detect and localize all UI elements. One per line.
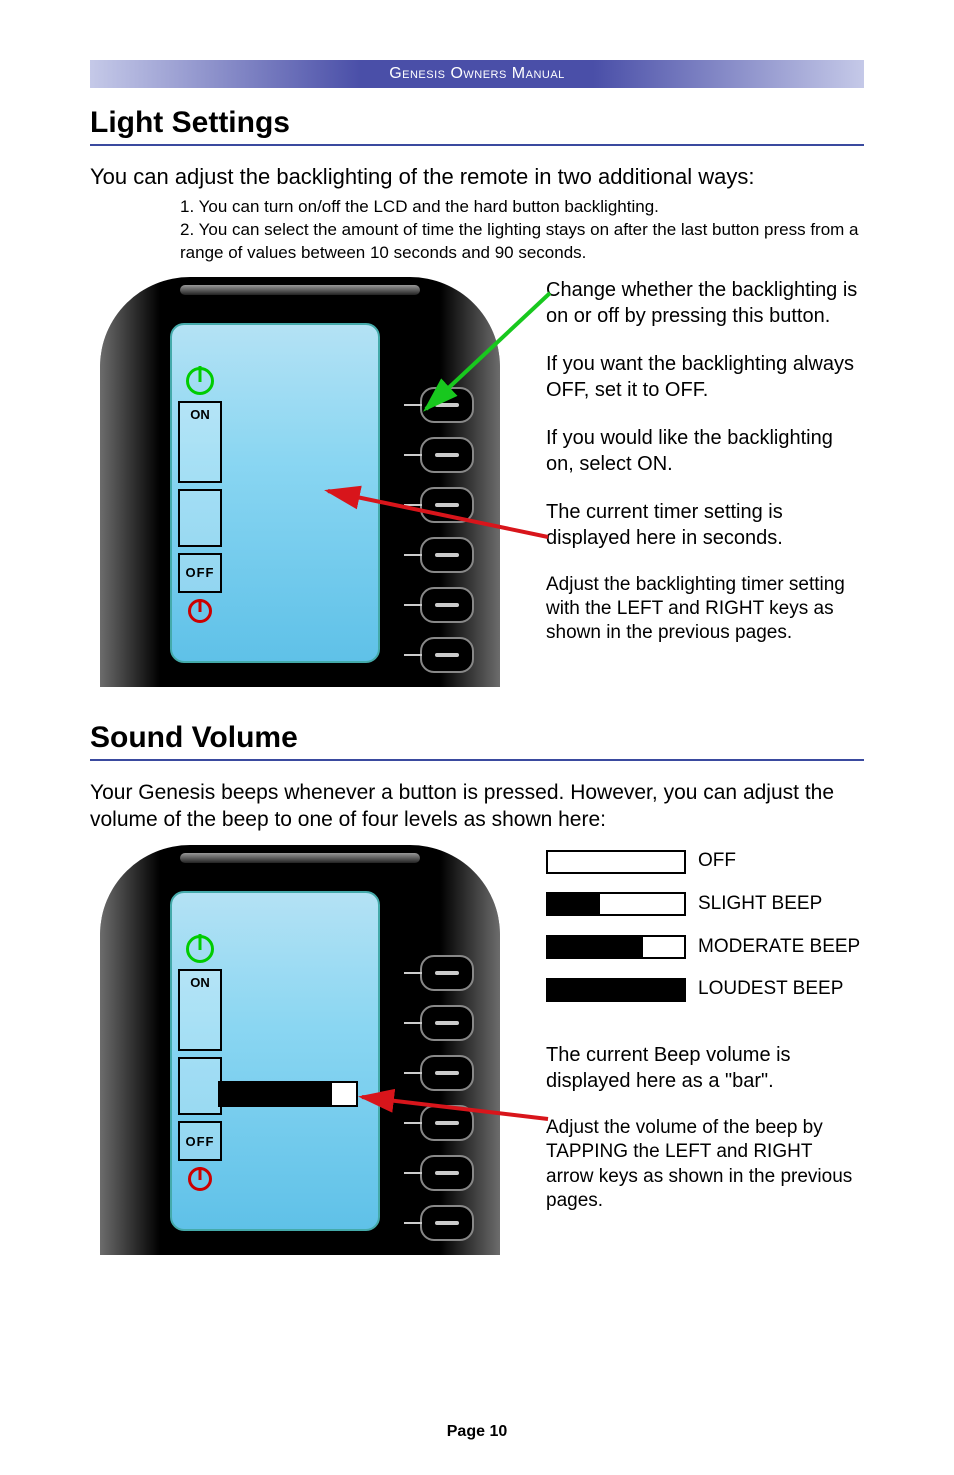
page-footer: Page 10 [0,1423,954,1441]
power-off-icon-2 [188,1167,212,1191]
volume-level-label: LOUDEST BEEP [698,977,843,1002]
light-settings-title: Light Settings [90,106,864,140]
off-box: OFF [178,553,222,593]
sound-p1: The current Beep volume is displayed her… [546,1042,864,1094]
side-button-3[interactable] [420,487,474,523]
side-button-1[interactable] [420,387,474,423]
volume-level-fill [548,937,643,957]
side-button-4[interactable] [420,537,474,573]
side-button-6[interactable] [420,637,474,673]
light-p3: If you would like the backlighting on, s… [546,425,864,477]
off-label-2: OFF [186,1134,215,1149]
volume-level-bar [546,892,686,916]
on-label: ON [180,403,220,422]
side-button-5[interactable] [420,587,474,623]
side-button-2[interactable] [420,437,474,473]
light-p4: The current timer setting is displayed h… [546,499,864,551]
sound-volume-title: Sound Volume [90,721,864,755]
volume-level-fill [548,894,600,914]
remote-illustration-sound: ON OFF [90,845,530,1255]
light-p1: Change whether the backlighting is on or… [546,277,864,329]
timer-box [178,489,222,547]
volume-level-bar [546,935,686,959]
side-button-b2[interactable] [420,1005,474,1041]
volume-legend: OFF SLIGHT BEEP MODERATE BEEP LOUDEST BEEP [546,849,864,1002]
power-off-icon [188,599,212,623]
current-volume-fill [220,1083,332,1105]
remote-illustration-light: ON OFF [90,277,530,687]
off-label: OFF [186,565,215,580]
volume-level-row: LOUDEST BEEP [546,977,864,1002]
volume-level-bar [546,850,686,874]
volume-level-row: MODERATE BEEP [546,935,864,960]
power-on-icon-2 [186,935,214,963]
page-number: Page 10 [447,1423,507,1440]
vol-box [178,1057,222,1115]
light-p2: If you want the backlighting always OFF,… [546,351,864,403]
power-on-icon [186,367,214,395]
volume-level-row: OFF [546,849,864,874]
on-box-2: ON [178,969,222,1051]
sound-p2: Adjust the volume of the beep by TAPPING… [546,1116,864,1213]
on-box: ON [178,401,222,483]
side-button-b4[interactable] [420,1105,474,1141]
light-item-1: 1. You can turn on/off the LCD and the h… [180,196,864,219]
side-button-b6[interactable] [420,1205,474,1241]
manual-header: Genesis Owners Manual [90,60,864,88]
side-buttons-2 [420,955,474,1241]
side-button-b5[interactable] [420,1155,474,1191]
volume-level-fill [548,980,684,1000]
side-button-b3[interactable] [420,1055,474,1091]
off-box-2: OFF [178,1121,222,1161]
manual-header-text: Genesis Owners Manual [389,65,565,83]
light-p5: Adjust the backlighting timer setting wi… [546,573,864,646]
light-intro: You can adjust the backlighting of the r… [90,164,864,190]
current-volume-bar [218,1081,358,1107]
light-item-2: 2. You can select the amount of time the… [180,219,864,265]
side-button-b1[interactable] [420,955,474,991]
volume-level-bar [546,978,686,1002]
on-label-2: ON [180,971,220,990]
volume-level-label: SLIGHT BEEP [698,892,822,917]
side-buttons [420,387,474,673]
volume-level-row: SLIGHT BEEP [546,892,864,917]
sound-intro: Your Genesis beeps whenever a button is … [90,779,864,834]
volume-level-label: MODERATE BEEP [698,935,860,960]
title-rule-2 [90,759,864,761]
title-rule [90,144,864,146]
volume-level-label: OFF [698,849,736,874]
